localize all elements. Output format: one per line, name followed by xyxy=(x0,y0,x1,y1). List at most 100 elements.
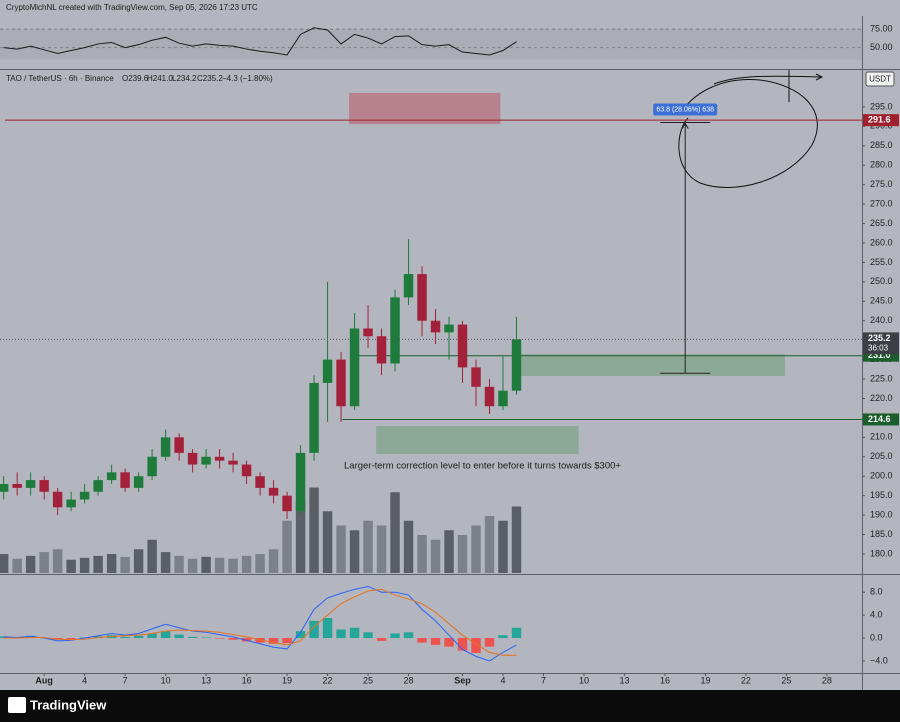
macd-histogram-bar xyxy=(147,633,157,639)
chart-layer: 180.0185.0190.0195.0200.0205.0210.0215.0… xyxy=(0,24,899,685)
macd-histogram-bar xyxy=(268,638,279,644)
volume-bar xyxy=(147,539,157,573)
candle-body xyxy=(228,460,238,465)
x-tick-label: 19 xyxy=(282,675,292,685)
measure-arrow xyxy=(681,122,689,129)
volume-bar xyxy=(403,520,414,573)
zone xyxy=(520,354,786,376)
countdown: 36:03 xyxy=(868,343,889,352)
author-line: CryptoMichNL created with TradingView.co… xyxy=(6,3,258,12)
zone xyxy=(349,92,501,125)
zone xyxy=(376,426,579,455)
volume-bar xyxy=(39,552,49,573)
y-tick-label: 295.0 xyxy=(870,101,893,111)
volume-bar xyxy=(160,552,171,573)
volume-bar xyxy=(376,525,387,573)
y-tick-label: 275.0 xyxy=(870,179,893,189)
x-tick-label: Aug xyxy=(35,675,53,685)
candle-body xyxy=(403,274,414,298)
ohlc-close: C235.2 xyxy=(197,74,223,83)
volume-bar xyxy=(106,554,117,573)
y-tick-label: 240.0 xyxy=(870,315,893,325)
y-tick-label: 265.0 xyxy=(870,218,893,228)
candle-body xyxy=(160,437,171,457)
candle-body xyxy=(25,480,36,488)
x-tick-label: 16 xyxy=(242,675,252,685)
change: −4.3 (−1.80%) xyxy=(222,74,273,83)
volume-bar xyxy=(0,554,9,573)
candle-body xyxy=(484,386,495,407)
measure-label: 63.8 (28.06%) 638 xyxy=(656,106,714,113)
y-tick-label: 280.0 xyxy=(870,160,893,170)
macd-histogram-bar xyxy=(349,627,360,639)
candle-body xyxy=(214,456,225,461)
x-tick-label: 22 xyxy=(323,675,333,685)
macd-histogram-bar xyxy=(187,636,198,639)
volume-bar xyxy=(66,559,76,573)
symbol: TAO / TetherUS · 6h · Binance xyxy=(6,74,114,83)
volume-bar xyxy=(511,506,522,573)
y-tick-label: 180.0 xyxy=(870,548,893,558)
volume-bar xyxy=(349,530,360,573)
candle-body xyxy=(498,390,508,407)
ohlc-open: O239.6 xyxy=(122,74,149,83)
macd-histogram-bar xyxy=(430,638,441,645)
x-tick-label: 19 xyxy=(700,675,710,685)
y-tick-label: 255.0 xyxy=(870,257,893,267)
volume-bar xyxy=(201,556,211,573)
macd-tick-label: 0.0 xyxy=(870,632,883,642)
macd-histogram-bar xyxy=(444,638,454,647)
candle-body xyxy=(336,359,346,407)
level-label: 231.0 xyxy=(868,350,891,360)
volume-bar xyxy=(12,558,22,573)
rsi-tick-label: 50.00 xyxy=(870,42,893,52)
y-tick-label: 225.0 xyxy=(870,373,893,383)
candle-body xyxy=(187,452,198,465)
macd-histogram-bar xyxy=(25,635,36,639)
y-tick-label: 250.0 xyxy=(870,276,893,286)
candle-body xyxy=(255,476,265,488)
x-tick-label: 4 xyxy=(500,675,505,685)
x-tick-label: 28 xyxy=(822,675,832,685)
last-price-tag xyxy=(863,332,899,355)
y-tick-label: 195.0 xyxy=(870,490,893,500)
x-tick-label: Sep xyxy=(454,675,471,685)
macd-histogram-bar xyxy=(282,638,292,644)
macd-histogram-bar xyxy=(322,617,333,639)
candle-body xyxy=(241,464,252,477)
x-tick-label: 22 xyxy=(741,675,751,685)
volume-bar xyxy=(444,530,454,573)
candle-body xyxy=(79,491,90,500)
volume-bar xyxy=(93,555,103,573)
macd-line xyxy=(3,585,517,662)
y-tick-label: 245.0 xyxy=(870,296,893,306)
candle-body xyxy=(363,328,373,337)
volume-bar xyxy=(214,557,225,573)
footer-bar xyxy=(0,690,900,722)
macd-histogram-bar xyxy=(133,635,144,639)
rsi-tick-label: 75.00 xyxy=(870,24,893,34)
candle-body xyxy=(457,324,468,368)
volume-bar xyxy=(282,520,292,573)
currency: USDT xyxy=(869,75,891,84)
volume-bar xyxy=(228,558,238,573)
macd-tick-label: 8.0 xyxy=(870,587,883,597)
volume-bar xyxy=(363,520,373,573)
x-tick-label: 10 xyxy=(579,675,589,685)
y-tick-label: 260.0 xyxy=(870,237,893,247)
x-tick-label: 10 xyxy=(161,675,171,685)
candle-body xyxy=(147,456,157,477)
volume-bar xyxy=(471,525,481,573)
candle-body xyxy=(282,495,292,512)
candle-body xyxy=(417,274,427,321)
macd-histogram-bar xyxy=(363,632,373,639)
macd-histogram-bar xyxy=(241,638,252,642)
volume-bar xyxy=(309,487,319,573)
measure-box xyxy=(653,103,718,116)
volume-bar xyxy=(457,535,468,573)
candle-body xyxy=(295,452,306,512)
macd-histogram-bar xyxy=(403,632,414,639)
macd-tick-label: −4.0 xyxy=(870,655,888,665)
volume-bar xyxy=(322,511,333,573)
candle-body xyxy=(133,476,144,488)
